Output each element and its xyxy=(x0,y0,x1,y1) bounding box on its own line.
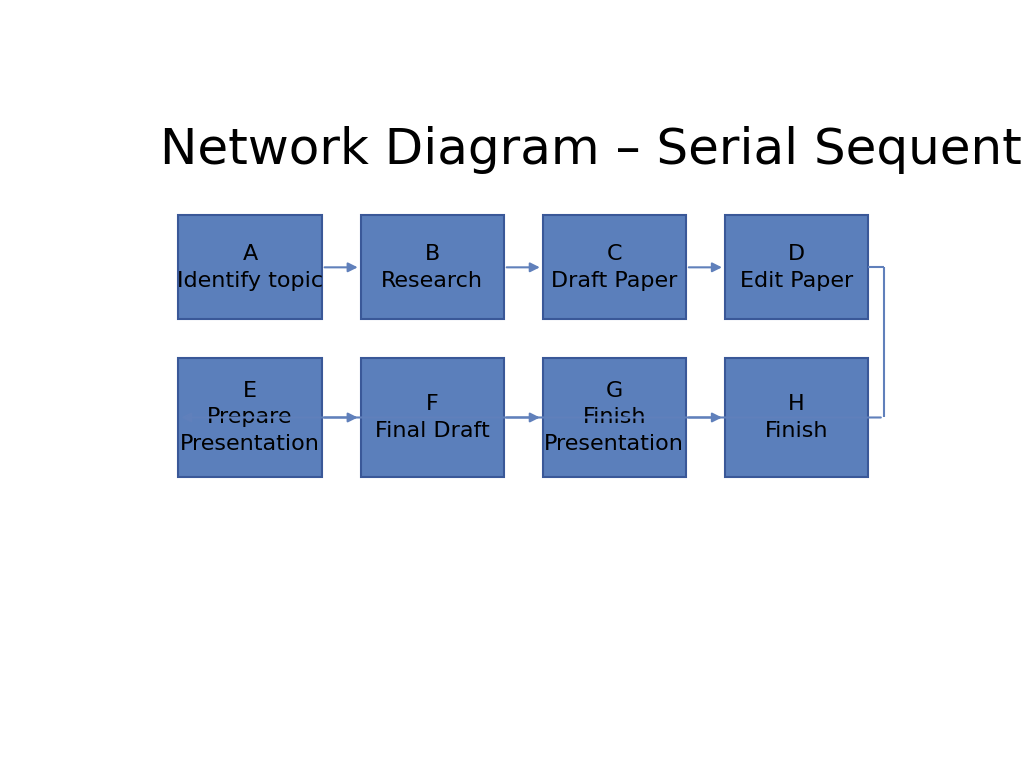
Text: H
Finish: H Finish xyxy=(765,394,828,441)
Text: G
Finish
Presentation: G Finish Presentation xyxy=(545,381,684,454)
Bar xyxy=(360,215,504,319)
Bar xyxy=(360,358,504,477)
Text: F
Final Draft: F Final Draft xyxy=(375,394,489,441)
Text: C
Draft Paper: C Draft Paper xyxy=(551,244,678,290)
Bar xyxy=(178,215,322,319)
Bar xyxy=(543,358,686,477)
Bar xyxy=(178,358,322,477)
Text: B
Research: B Research xyxy=(381,244,483,290)
Bar xyxy=(725,358,868,477)
Text: A
Identify topic: A Identify topic xyxy=(177,244,324,290)
Text: D
Edit Paper: D Edit Paper xyxy=(739,244,853,290)
Bar xyxy=(725,215,868,319)
Bar xyxy=(543,215,686,319)
Text: E
Prepare
Presentation: E Prepare Presentation xyxy=(180,381,319,454)
Text: Network Diagram – Serial Sequential Logic: Network Diagram – Serial Sequential Logi… xyxy=(160,126,1024,174)
